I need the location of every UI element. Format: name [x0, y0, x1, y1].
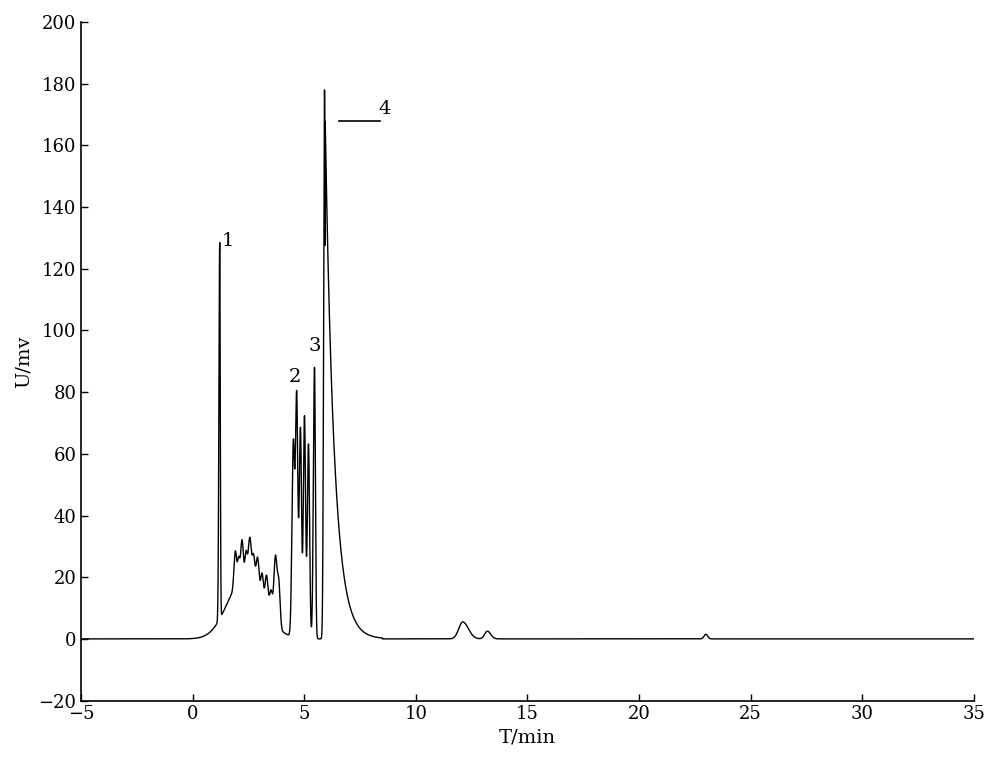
Text: 3: 3 — [308, 337, 321, 355]
Y-axis label: U/mv: U/mv — [15, 335, 33, 388]
Text: 2: 2 — [288, 368, 301, 386]
Text: 4: 4 — [379, 100, 391, 117]
Text: 1: 1 — [221, 232, 234, 250]
X-axis label: T/min: T/min — [499, 729, 556, 747]
